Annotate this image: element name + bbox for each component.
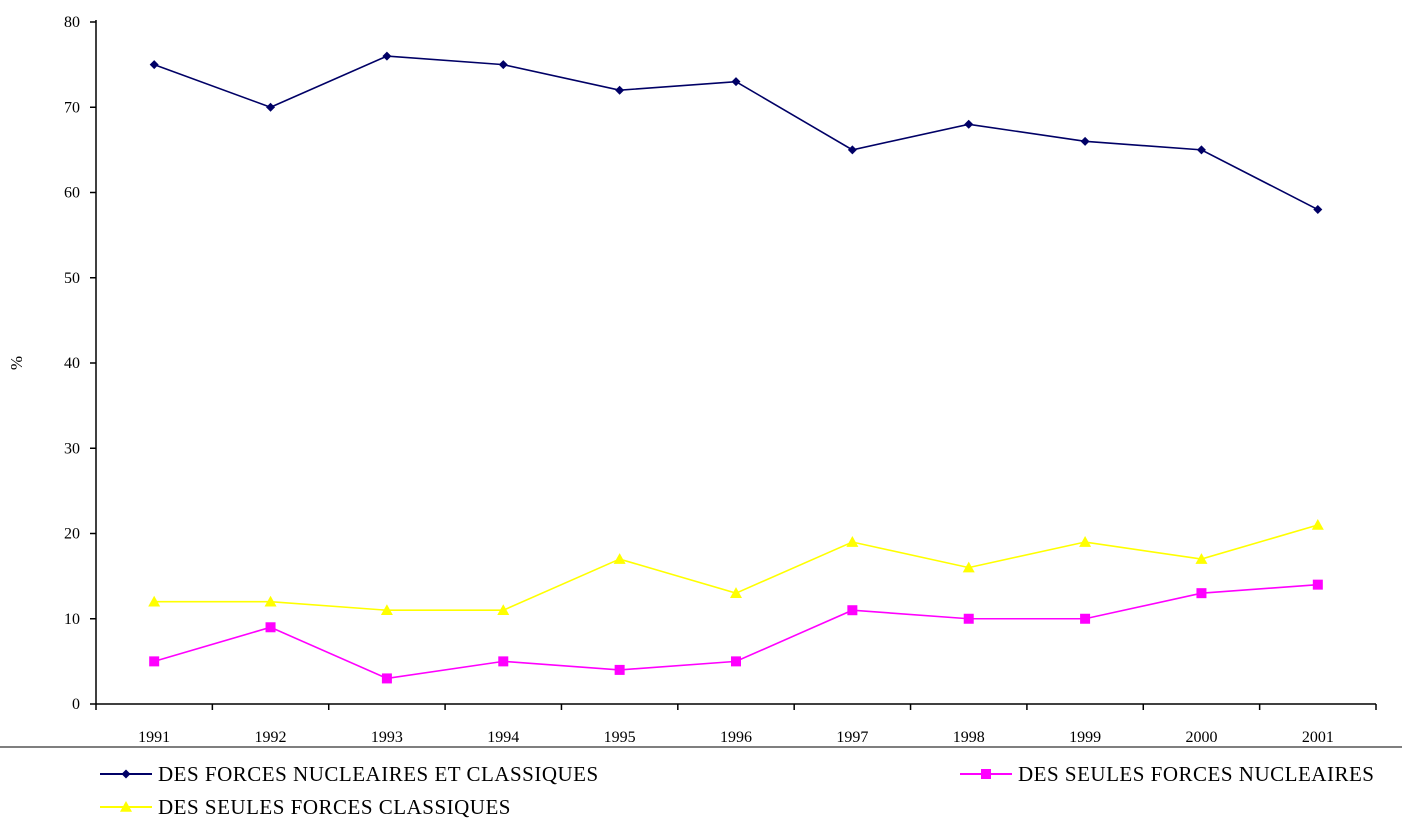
legend-entry: DES SEULES FORCES NUCLEAIRES	[960, 762, 1374, 786]
data-point	[498, 60, 508, 70]
x-tick-label: 1998	[953, 729, 985, 746]
y-tick-label: 30	[64, 440, 80, 457]
legend-label: DES SEULES FORCES CLASSIQUES	[158, 795, 511, 819]
data-point	[1195, 553, 1208, 564]
data-point	[731, 656, 741, 667]
legend-entry: DES FORCES NUCLEAIRES ET CLASSIQUES	[100, 762, 599, 786]
x-tick-label: 1995	[604, 729, 636, 746]
data-point	[847, 605, 858, 616]
data-point	[731, 77, 741, 87]
data-point	[380, 604, 393, 616]
series-lines	[148, 51, 1324, 684]
data-point	[615, 85, 625, 95]
x-tick-label: 2000	[1185, 729, 1217, 746]
data-point	[1079, 536, 1092, 547]
y-tick-label: 20	[64, 526, 80, 543]
data-point	[614, 664, 625, 675]
x-tick-label: 1992	[255, 729, 287, 746]
legend: DES FORCES NUCLEAIRES ET CLASSIQUES DES S…	[0, 746, 1402, 819]
data-point	[964, 119, 974, 129]
data-point	[962, 561, 975, 573]
y-tick-label: 40	[64, 355, 80, 372]
data-point	[613, 553, 626, 564]
data-point	[382, 51, 392, 61]
y-tick-label: 0	[72, 696, 80, 713]
data-point	[730, 587, 742, 598]
data-point	[149, 60, 159, 70]
data-point	[381, 673, 392, 684]
y-tick-label: 60	[64, 185, 80, 202]
data-point	[981, 769, 991, 779]
data-point	[264, 595, 277, 607]
data-point	[1080, 613, 1091, 624]
data-point	[121, 769, 131, 779]
data-point	[120, 801, 132, 812]
legend-entry: DES SEULES FORCES CLASSIQUES	[100, 795, 511, 819]
series-1	[149, 51, 1323, 215]
data-point	[1196, 145, 1206, 155]
data-point	[149, 656, 160, 667]
y-axis-title: %	[7, 356, 26, 370]
x-tick-label: 1997	[836, 729, 868, 746]
data-point	[265, 622, 276, 633]
x-tick-label: 1991	[138, 729, 170, 746]
y-tick-label: 70	[64, 99, 80, 116]
data-point	[847, 145, 857, 155]
series-2	[149, 579, 1323, 684]
series-3	[148, 518, 1324, 616]
legend-label: DES FORCES NUCLEAIRES ET CLASSIQUES	[158, 762, 599, 786]
y-tick-label: 50	[64, 270, 80, 287]
data-point	[498, 656, 509, 667]
x-tick-label: 1994	[487, 729, 519, 746]
data-point	[1311, 518, 1324, 530]
data-point	[1080, 136, 1090, 146]
x-tick-label: 1999	[1069, 729, 1101, 746]
x-tick-label: 1993	[371, 729, 403, 746]
data-point	[1313, 205, 1323, 215]
axes: 0 10 20 30 40 50 60 70 80% 1991 1992 1993 1994 1995 19…	[7, 14, 1377, 746]
data-point	[1312, 579, 1323, 590]
data-point	[148, 595, 161, 607]
data-point	[963, 613, 974, 624]
x-tick-label: 1996	[720, 729, 752, 746]
y-tick-label: 10	[64, 611, 80, 628]
data-point	[1196, 588, 1207, 599]
data-point	[266, 102, 276, 112]
legend-label: DES SEULES FORCES NUCLEAIRES	[1018, 762, 1374, 786]
data-point	[497, 604, 510, 616]
y-tick-label: 80	[64, 14, 80, 31]
x-tick-label: 2001	[1302, 729, 1334, 746]
data-point	[846, 536, 859, 547]
